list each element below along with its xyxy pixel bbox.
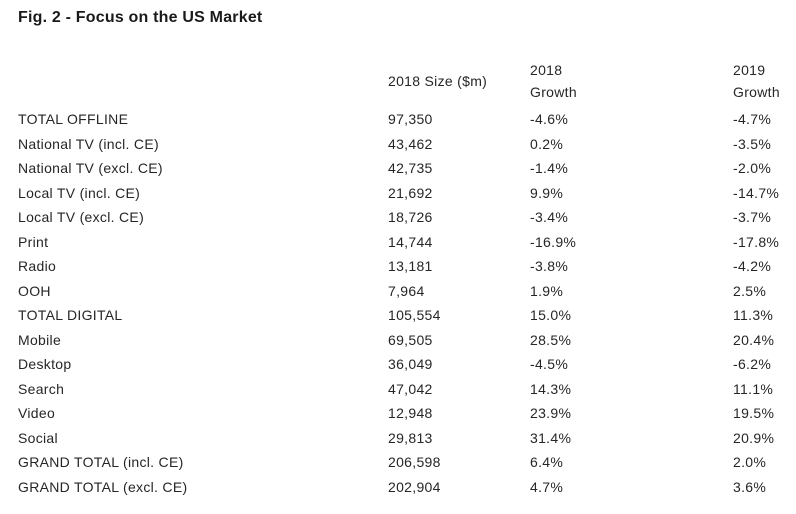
size-value: 7,964 (388, 282, 425, 299)
column-header-size-2018: 2018 Size ($m) (388, 73, 488, 89)
growth-2019-value: 3.6% (733, 478, 767, 495)
row-label: GRAND TOTAL (incl. CE) (18, 454, 184, 471)
table-row: GRAND TOTAL (incl. CE) 206,598 6.4% 2.0% (18, 450, 796, 475)
size-value: 12,948 (388, 405, 433, 422)
growth-2018-value: 6.4% (530, 454, 564, 471)
growth-2019-value: 20.9% (733, 429, 775, 446)
growth-2019-value: -3.5% (733, 135, 772, 152)
growth-2019-value: -3.7% (733, 209, 772, 226)
size-value: 47,042 (388, 380, 433, 397)
table-row: TOTAL OFFLINE 97,350 -4.6% -4.7% (18, 107, 796, 132)
column-header-growth-2019: 2019 Growth (733, 55, 796, 107)
table-row: Video 12,948 23.9% 19.5% (18, 401, 796, 426)
table-row: TOTAL DIGITAL 105,554 15.0% 11.3% (18, 303, 796, 328)
table-row: Desktop 36,049 -4.5% -6.2% (18, 352, 796, 377)
growth-2018-value: -4.5% (530, 356, 569, 373)
table-row: OOH 7,964 1.9% 2.5% (18, 279, 796, 304)
row-label: National TV (excl. CE) (18, 160, 163, 177)
growth-2019-value: -17.8% (733, 233, 780, 250)
growth-2018-value: 0.2% (530, 135, 564, 152)
row-label: Local TV (excl. CE) (18, 209, 145, 226)
table-row: Print 14,744 -16.9% -17.8% (18, 230, 796, 255)
row-label: Radio (18, 258, 57, 275)
column-header-growth-2019-year: 2019 (733, 62, 766, 78)
table-row: National TV (incl. CE) 43,462 0.2% -3.5% (18, 132, 796, 157)
growth-2019-value: 2.5% (733, 282, 767, 299)
column-header-growth-2018-year: 2018 (530, 62, 563, 78)
row-label: Print (18, 233, 49, 250)
growth-2019-value: 11.3% (733, 307, 774, 324)
growth-2018-value: -16.9% (530, 233, 577, 250)
growth-2019-value: -4.2% (733, 258, 772, 275)
growth-2018-value: 23.9% (530, 405, 572, 422)
growth-2018-value: 9.9% (530, 184, 564, 201)
row-label: GRAND TOTAL (excl. CE) (18, 478, 188, 495)
row-label: Social (18, 429, 58, 446)
size-value: 21,692 (388, 184, 433, 201)
size-value: 13,181 (388, 258, 433, 275)
growth-2019-value: 19.5% (733, 405, 775, 422)
row-label: TOTAL DIGITAL (18, 307, 123, 324)
growth-2018-value: 4.7% (530, 478, 564, 495)
growth-2019-value: 11.1% (733, 380, 774, 397)
row-label: TOTAL OFFLINE (18, 111, 129, 128)
size-value: 43,462 (388, 135, 433, 152)
table-row: Mobile 69,505 28.5% 20.4% (18, 328, 796, 353)
row-label: National TV (incl. CE) (18, 135, 159, 152)
growth-2019-value: -4.7% (733, 111, 772, 128)
growth-2019-value: 2.0% (733, 454, 767, 471)
column-header-growth-2019-label: Growth (733, 84, 780, 100)
table-row: Local TV (incl. CE) 21,692 9.9% -14.7% (18, 181, 796, 206)
growth-2018-value: -1.4% (530, 160, 569, 177)
size-value: 206,598 (388, 454, 441, 471)
column-header-blank (18, 55, 388, 107)
growth-2018-value: -4.6% (530, 111, 569, 128)
header-row: 2018 Size ($m) 2018 Growth 2019 Growth (18, 55, 796, 107)
size-value: 105,554 (388, 307, 441, 324)
table-header: 2018 Size ($m) 2018 Growth 2019 Growth (18, 55, 796, 107)
growth-2018-value: 31.4% (530, 429, 572, 446)
growth-2018-value: 28.5% (530, 331, 572, 348)
growth-2018-value: -3.4% (530, 209, 569, 226)
table-body: TOTAL OFFLINE 97,350 -4.6% -4.7% Nationa… (18, 107, 796, 499)
table-row: Radio 13,181 -3.8% -4.2% (18, 254, 796, 279)
row-label: Search (18, 380, 65, 397)
column-header-growth-2018: 2018 Growth (530, 55, 733, 107)
size-value: 42,735 (388, 160, 433, 177)
us-market-table: 2018 Size ($m) 2018 Growth 2019 Growth T… (18, 55, 796, 499)
growth-2019-value: -6.2% (733, 356, 772, 373)
row-label: Local TV (incl. CE) (18, 184, 141, 201)
table-row: Social 29,813 31.4% 20.9% (18, 426, 796, 451)
growth-2018-value: -3.8% (530, 258, 569, 275)
row-label: Desktop (18, 356, 72, 373)
table-row: Local TV (excl. CE) 18,726 -3.4% -3.7% (18, 205, 796, 230)
growth-2019-value: -2.0% (733, 160, 772, 177)
growth-2019-value: 20.4% (733, 331, 775, 348)
figure-title: Fig. 2 - Focus on the US Market (18, 9, 263, 26)
row-label: OOH (18, 282, 51, 299)
table-row: Search 47,042 14.3% 11.1% (18, 377, 796, 402)
row-label: Video (18, 405, 56, 422)
size-value: 69,505 (388, 331, 433, 348)
size-value: 97,350 (388, 111, 433, 128)
growth-2018-value: 14.3% (530, 380, 572, 397)
row-label: Mobile (18, 331, 62, 348)
table-row: GRAND TOTAL (excl. CE) 202,904 4.7% 3.6% (18, 475, 796, 500)
growth-2018-value: 1.9% (530, 282, 564, 299)
table-row: National TV (excl. CE) 42,735 -1.4% -2.0… (18, 156, 796, 181)
size-value: 14,744 (388, 233, 433, 250)
growth-2018-value: 15.0% (530, 307, 572, 324)
size-value: 202,904 (388, 478, 441, 495)
growth-2019-value: -14.7% (733, 184, 780, 201)
size-value: 18,726 (388, 209, 433, 226)
size-value: 36,049 (388, 356, 433, 373)
column-header-growth-2018-label: Growth (530, 84, 577, 100)
size-value: 29,813 (388, 429, 433, 446)
